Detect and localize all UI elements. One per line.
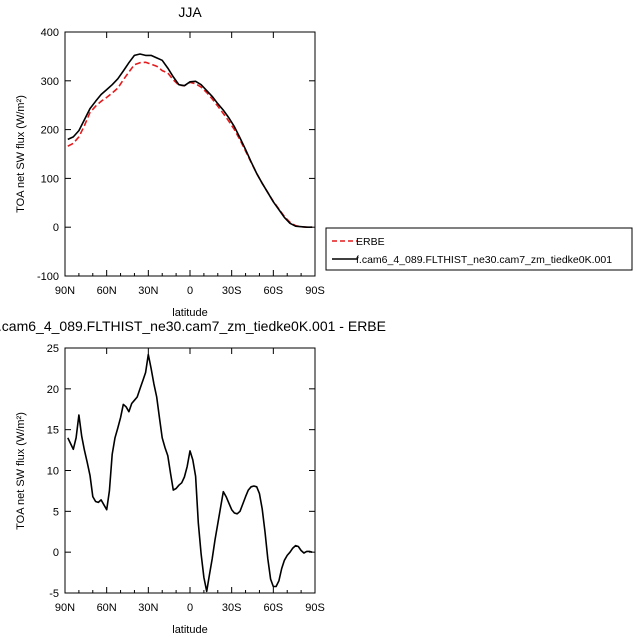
plot-frame [64, 31, 316, 277]
x-tick-label: 90N [55, 602, 75, 614]
y-tick-label: 20 [47, 384, 59, 396]
legend-box [325, 227, 633, 271]
bottom-panel-title: f.cam6_4_089.FLTHIST_ne30.cam7_zm_tiedke… [0, 318, 386, 334]
x-tick-label: 0 [187, 602, 193, 614]
y-tick-label: 100 [41, 173, 59, 185]
plot-frame [64, 347, 316, 594]
top-panel-ylabel: TOA net SW flux (W/m²) [15, 95, 27, 213]
x-tick-label: 60N [97, 602, 117, 614]
y-tick-label: 5 [53, 506, 59, 518]
x-tick-label: 30S [222, 285, 242, 297]
y-tick-label: -100 [37, 271, 59, 283]
x-tick-label: 90S [305, 285, 325, 297]
y-tick-label: 200 [41, 125, 59, 137]
y-tick-label: 10 [47, 466, 59, 478]
y-tick-label: 300 [41, 76, 59, 88]
x-tick-label: 30N [138, 285, 158, 297]
series-line-0-1 [67, 53, 313, 228]
x-tick-label: 90N [55, 285, 75, 297]
top-panel: JJA 90N 60N 30N 0 30S 60S 90S -100 0 100 200 300 400… [15, 4, 325, 319]
y-tick-label: 25 [47, 343, 59, 355]
bottom-panel-ylabel: TOA net SW flux (W/m²) [15, 412, 27, 530]
bottom-panel-xlabel: latitude [172, 624, 207, 636]
x-tick-label: 30N [138, 602, 158, 614]
top-panel-xlabel: latitude [172, 307, 207, 319]
y-tick-label: 400 [41, 27, 59, 39]
x-tick-label: 60S [264, 602, 284, 614]
y-tick-label: 0 [53, 222, 59, 234]
y-tick-label: 0 [53, 547, 59, 559]
x-tick-label: 90S [305, 602, 325, 614]
x-tick-label: 30S [222, 602, 242, 614]
legend-label-obs: ERBE [356, 236, 385, 248]
top-panel-title: JJA [178, 4, 202, 20]
bottom-panel: f.cam6_4_089.FLTHIST_ne30.cam7_zm_tiedke… [0, 318, 386, 636]
legend-label-model: f.cam6_4_089.FLTHIST_ne30.cam7_zm_tiedke… [356, 254, 612, 266]
x-tick-label: 60S [264, 285, 284, 297]
series-line-1-0 [67, 353, 313, 593]
y-tick-label: -5 [49, 588, 59, 600]
x-tick-label: 60N [97, 285, 117, 297]
y-tick-label: 15 [47, 425, 59, 437]
x-tick-label: 0 [187, 285, 193, 297]
legend: ERBE f.cam6_4_089.FLTHIST_ne30.cam7_zm_t… [325, 227, 633, 271]
series-line-0-0 [67, 61, 313, 228]
